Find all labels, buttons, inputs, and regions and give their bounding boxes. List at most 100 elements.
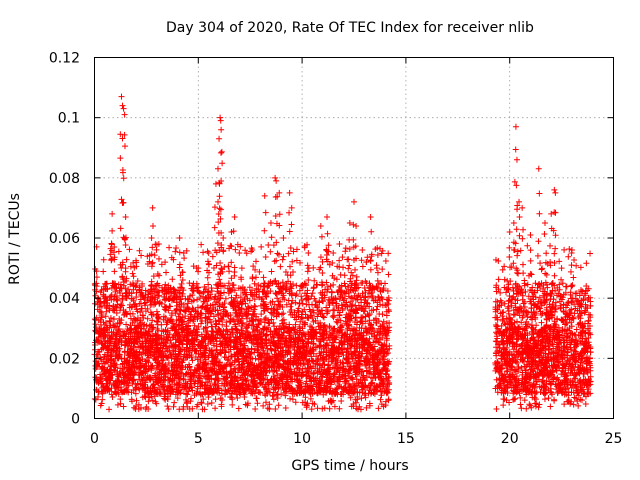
roti-point (118, 285, 125, 292)
roti-point (542, 270, 549, 277)
roti-point (151, 252, 158, 259)
roti-point (375, 325, 382, 332)
roti-point (380, 318, 387, 325)
roti-point (323, 304, 330, 311)
roti-point (221, 353, 228, 360)
roti-point (147, 340, 154, 347)
roti-point (126, 376, 133, 383)
roti-point (234, 346, 241, 353)
roti-point (251, 302, 258, 309)
roti-point (213, 338, 220, 345)
roti-point (141, 370, 148, 377)
roti-point (265, 241, 272, 248)
roti-point (180, 327, 187, 334)
roti-point (274, 372, 281, 379)
roti-point (252, 303, 259, 310)
roti-point (189, 357, 196, 364)
roti-point (102, 294, 109, 301)
roti-point (375, 281, 382, 288)
roti-point (170, 285, 177, 292)
roti-point (197, 391, 204, 398)
roti-point (298, 293, 305, 300)
roti-point (329, 357, 336, 364)
roti-point (269, 392, 276, 399)
roti-point (346, 321, 353, 328)
roti-point (348, 282, 355, 289)
roti-point (161, 395, 168, 402)
roti-point (129, 380, 136, 387)
roti-point (99, 380, 106, 387)
roti-point (385, 250, 392, 257)
roti-point (154, 280, 161, 287)
roti-point (98, 340, 105, 347)
roti-point (364, 300, 371, 307)
roti-point (288, 300, 295, 307)
roti-point (320, 314, 327, 321)
roti-point (375, 339, 382, 346)
roti-point (118, 317, 125, 324)
roti-point (195, 350, 202, 357)
roti-point (253, 323, 260, 330)
roti-point (107, 368, 114, 375)
roti-point (348, 298, 355, 305)
roti-point (98, 302, 105, 309)
roti-point (241, 342, 248, 349)
roti-point (229, 396, 236, 403)
roti-point (156, 360, 163, 367)
roti-point (270, 368, 277, 375)
roti-point (219, 282, 226, 289)
roti-point (252, 406, 259, 413)
roti-point (295, 387, 302, 394)
roti-point (293, 246, 300, 253)
roti-point (210, 328, 217, 335)
roti-point (383, 302, 390, 309)
chart-title: Day 304 of 2020, Rate Of TEC Index for r… (166, 20, 534, 36)
roti-point (374, 332, 381, 339)
roti-point (184, 303, 191, 310)
roti-point (117, 307, 124, 314)
roti-point (348, 384, 355, 391)
roti-point (367, 351, 374, 358)
roti-point (290, 361, 297, 368)
roti-point (248, 314, 255, 321)
roti-point (264, 376, 271, 383)
roti-point (301, 388, 308, 395)
roti-point (114, 297, 121, 304)
roti-point (299, 340, 306, 347)
roti-point (139, 280, 146, 287)
roti-point (155, 369, 162, 376)
roti-point (292, 292, 299, 299)
roti-point (385, 271, 392, 278)
roti-point (208, 285, 215, 292)
roti-point (148, 363, 155, 370)
roti-point (222, 295, 229, 302)
roti-point (171, 399, 178, 406)
roti-point (127, 281, 134, 288)
roti-point (240, 338, 247, 345)
roti-point (385, 350, 392, 357)
data-points (91, 93, 594, 413)
roti-point (234, 377, 241, 384)
roti-point (339, 332, 346, 339)
roti-point (362, 362, 369, 369)
roti-point (339, 322, 346, 329)
roti-point (138, 305, 145, 312)
roti-point (270, 396, 277, 403)
roti-point (204, 267, 211, 274)
roti-point (342, 314, 349, 321)
roti-point (339, 254, 346, 261)
roti-point (180, 376, 187, 383)
roti-point (162, 326, 169, 333)
roti-point (229, 401, 236, 408)
roti-point (272, 290, 279, 297)
roti-point (212, 376, 219, 383)
roti-point (168, 364, 175, 371)
roti-point (256, 268, 263, 275)
roti-point (276, 377, 283, 384)
roti-point (320, 358, 327, 365)
roti-point (134, 277, 141, 284)
roti-point (197, 295, 203, 302)
roti-point (202, 373, 209, 380)
roti-point (266, 364, 273, 371)
roti-point (312, 365, 319, 372)
